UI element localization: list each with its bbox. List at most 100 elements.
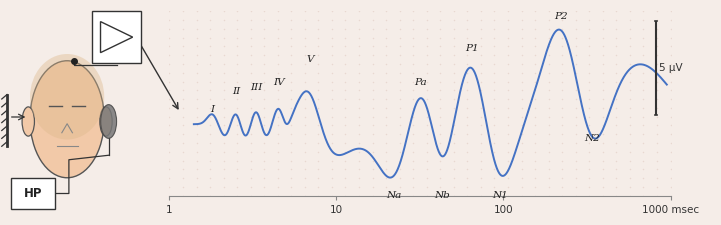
Text: Na: Na xyxy=(386,191,402,200)
Point xyxy=(611,88,622,92)
Point xyxy=(286,115,297,119)
Point xyxy=(461,97,473,101)
Point xyxy=(597,80,609,83)
Point xyxy=(570,18,582,22)
Point xyxy=(353,150,365,154)
Point xyxy=(286,45,297,48)
Point xyxy=(231,115,243,119)
Point xyxy=(489,150,500,154)
Point xyxy=(475,53,487,57)
Point xyxy=(570,115,582,119)
Point xyxy=(340,133,351,136)
Point xyxy=(597,62,609,66)
Point xyxy=(475,80,487,83)
Point xyxy=(557,9,568,13)
Point xyxy=(665,150,676,154)
Point xyxy=(583,80,595,83)
Point xyxy=(191,194,203,198)
Point xyxy=(489,133,500,136)
Point xyxy=(611,106,622,110)
Point xyxy=(597,36,609,39)
Point xyxy=(164,133,175,136)
Point xyxy=(570,124,582,127)
Point xyxy=(340,150,351,154)
Point xyxy=(489,9,500,13)
Point xyxy=(164,88,175,92)
Point xyxy=(516,150,527,154)
Point xyxy=(529,53,541,57)
Point xyxy=(435,9,446,13)
Point xyxy=(421,106,433,110)
Point xyxy=(245,88,257,92)
Point xyxy=(637,141,649,145)
Point xyxy=(218,185,229,189)
Point xyxy=(597,150,609,154)
Point xyxy=(461,53,473,57)
Point xyxy=(258,168,270,171)
Point xyxy=(353,115,365,119)
Point xyxy=(204,80,216,83)
Text: N2: N2 xyxy=(585,134,600,143)
Point xyxy=(557,88,568,92)
Point xyxy=(516,80,527,83)
Point xyxy=(313,159,324,162)
Point xyxy=(475,168,487,171)
Point xyxy=(435,71,446,74)
Point xyxy=(543,18,554,22)
Point xyxy=(367,88,379,92)
Point xyxy=(516,97,527,101)
Point xyxy=(191,124,203,127)
Text: Pa: Pa xyxy=(415,78,427,87)
Point xyxy=(258,115,270,119)
Point xyxy=(258,88,270,92)
Point xyxy=(204,36,216,39)
Point xyxy=(381,150,392,154)
Point xyxy=(326,159,337,162)
Point xyxy=(367,18,379,22)
Point xyxy=(583,106,595,110)
Point xyxy=(637,18,649,22)
Point xyxy=(557,18,568,22)
Point xyxy=(651,18,663,22)
Point xyxy=(421,88,433,92)
Point xyxy=(407,53,419,57)
Ellipse shape xyxy=(30,61,105,178)
Point xyxy=(583,133,595,136)
Point xyxy=(475,62,487,66)
Point xyxy=(461,150,473,154)
Point xyxy=(394,133,405,136)
Point xyxy=(637,168,649,171)
Point xyxy=(461,141,473,145)
Point xyxy=(245,45,257,48)
Point xyxy=(394,124,405,127)
Point xyxy=(313,194,324,198)
Point xyxy=(218,168,229,171)
Point xyxy=(299,194,311,198)
Point xyxy=(637,36,649,39)
Point xyxy=(381,53,392,57)
Point xyxy=(313,27,324,31)
Point xyxy=(313,18,324,22)
Point xyxy=(475,141,487,145)
Point xyxy=(651,194,663,198)
Point xyxy=(340,71,351,74)
Point xyxy=(326,176,337,180)
Point xyxy=(421,45,433,48)
Point xyxy=(231,194,243,198)
Point xyxy=(583,150,595,154)
Point xyxy=(624,106,636,110)
Point xyxy=(529,194,541,198)
Point xyxy=(299,88,311,92)
Point xyxy=(543,124,554,127)
Point xyxy=(651,106,663,110)
Point xyxy=(665,106,676,110)
Point xyxy=(461,71,473,74)
Point xyxy=(475,106,487,110)
Point xyxy=(258,159,270,162)
Point xyxy=(637,53,649,57)
Point xyxy=(637,106,649,110)
Point xyxy=(435,194,446,198)
Point xyxy=(353,133,365,136)
Point xyxy=(597,185,609,189)
Point xyxy=(204,168,216,171)
